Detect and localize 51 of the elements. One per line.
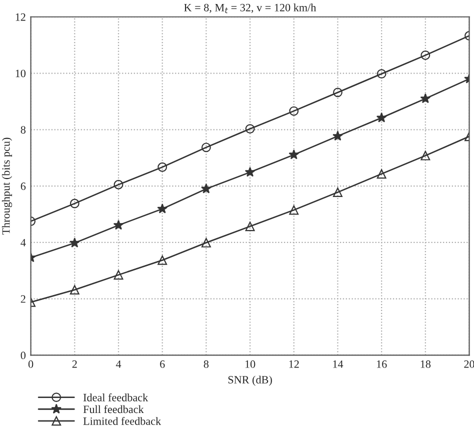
point (113, 220, 124, 230)
point (201, 183, 212, 194)
x-tick-label: 16 (376, 360, 387, 368)
point (420, 93, 431, 104)
point (376, 169, 386, 179)
x-tick-label: 10 (245, 360, 256, 368)
point (376, 69, 386, 79)
legend-label: Full feedback (83, 405, 144, 414)
point (376, 112, 387, 122)
point (158, 255, 168, 265)
y-axis-title: Throughput (bits pcu) (2, 138, 12, 235)
y-tick-label: 8 (20, 126, 26, 134)
x-axis-title: SNR (dB) (228, 376, 272, 386)
chart-title: K = 8, M$_{t}$ = 32, v = 120 km/h (184, 4, 316, 14)
point (245, 124, 255, 134)
legend-label: Limited feedback (83, 417, 162, 425)
x-tick-label: 2 (72, 360, 77, 368)
point (333, 188, 342, 197)
point (70, 198, 80, 208)
point (288, 149, 300, 160)
y-tick-label: 10 (16, 70, 26, 78)
x-tick-label: 18 (420, 360, 431, 368)
point (289, 205, 299, 215)
point (332, 130, 343, 141)
x-tick-label: 4 (116, 360, 122, 368)
point (114, 270, 124, 280)
x-tick-label: 6 (160, 360, 165, 368)
point (70, 285, 80, 295)
x-tick-label: 12 (289, 360, 299, 368)
point (245, 222, 255, 232)
x-tick-label: 0 (28, 360, 34, 368)
x-tick-label: 14 (333, 360, 344, 368)
point (201, 142, 211, 152)
point (201, 238, 211, 248)
y-tick-label: 2 (20, 295, 26, 303)
point (114, 180, 124, 190)
point (157, 203, 168, 214)
legend-label: Ideal feedback (83, 393, 148, 402)
x-tick-label: 20 (464, 360, 474, 368)
point (69, 238, 80, 248)
y-tick-label: 0 (20, 352, 26, 360)
point (333, 88, 342, 98)
point (244, 166, 256, 177)
y-tick-label: 4 (20, 238, 26, 246)
x-tick-label: 8 (204, 360, 209, 368)
point (289, 106, 299, 116)
y-tick-label: 12 (16, 13, 26, 21)
point (420, 50, 430, 60)
point (158, 162, 168, 172)
y-tick-label: 6 (20, 182, 26, 190)
point (420, 150, 430, 160)
